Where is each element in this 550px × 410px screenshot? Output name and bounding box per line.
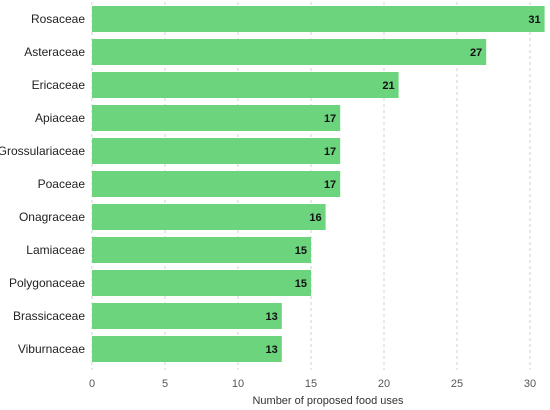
bar-lamiaceae [92, 237, 311, 263]
category-label: Apiaceae [35, 111, 85, 125]
x-axis-ticks: 0 5 10 15 20 25 30 [89, 378, 536, 390]
category-label: Polygonaceae [9, 276, 85, 290]
category-label: Asteraceae [24, 45, 85, 59]
bar-poaceae [92, 171, 341, 197]
bar-ericaceae [92, 72, 399, 98]
category-label: Grossulariaceae [0, 144, 85, 158]
bar-rosaceae [92, 6, 545, 32]
value-label: 27 [470, 47, 482, 59]
value-label: 17 [324, 179, 336, 191]
value-label: 17 [324, 146, 336, 158]
value-label: 13 [266, 311, 278, 323]
category-label: Onagraceae [19, 210, 85, 224]
value-label: 15 [295, 245, 307, 257]
x-tick-label: 0 [89, 378, 95, 390]
bars [92, 6, 545, 362]
value-labels: 31 27 21 17 17 17 16 15 15 13 13 [266, 14, 541, 356]
x-axis-title: Number of proposed food uses [252, 395, 404, 407]
bar-onagraceae [92, 204, 326, 230]
bar-grossulariaceae [92, 138, 341, 164]
x-tick-label: 5 [162, 378, 168, 390]
value-label: 17 [324, 113, 336, 125]
category-label: Viburnaceae [18, 342, 85, 356]
value-label: 15 [295, 278, 307, 290]
value-label: 16 [309, 212, 321, 224]
category-label: Brassicaceae [13, 309, 85, 323]
value-label: 31 [528, 14, 540, 26]
x-tick-label: 25 [451, 378, 463, 390]
bar-asteraceae [92, 39, 487, 65]
x-tick-label: 15 [305, 378, 317, 390]
bar-viburnaceae [92, 336, 282, 362]
bar-apiaceae [92, 105, 341, 131]
bar-brassicaceae [92, 303, 282, 329]
category-labels: Rosaceae Asteraceae Ericaceae Apiaceae Gross… [0, 12, 85, 356]
value-label: 21 [382, 80, 394, 92]
category-label: Poaceae [38, 177, 86, 191]
category-label: Ericaceae [32, 78, 86, 92]
x-tick-label: 10 [232, 378, 244, 390]
x-tick-label: 20 [378, 378, 390, 390]
value-label: 13 [266, 344, 278, 356]
category-label: Lamiaceae [26, 243, 85, 257]
x-tick-label: 30 [524, 378, 536, 390]
category-label: Rosaceae [31, 12, 85, 26]
bar-polygonaceae [92, 270, 311, 296]
